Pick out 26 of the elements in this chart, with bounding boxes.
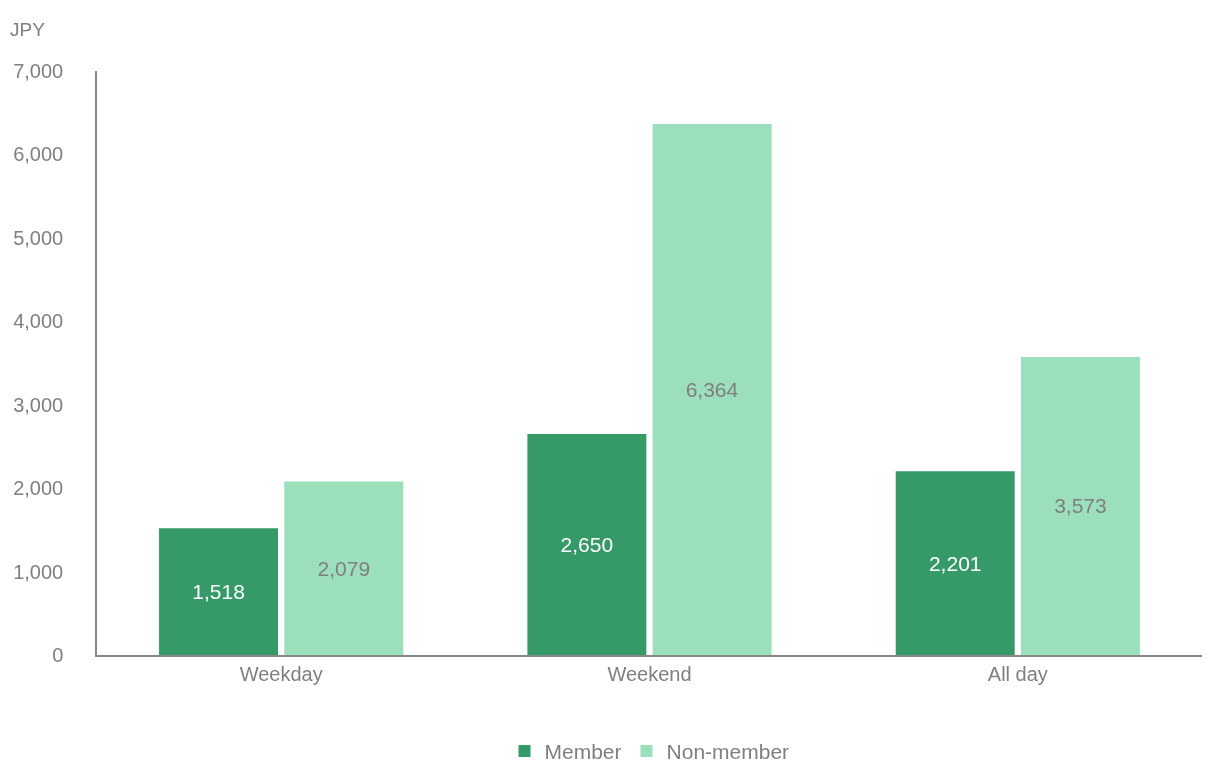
y-tick-label: 0	[52, 644, 64, 666]
bar	[895, 471, 1015, 655]
y-tick-label: 4,000	[13, 310, 64, 333]
y-tick-label: 7,000	[13, 60, 64, 82]
bar	[159, 528, 279, 655]
y-tick-label: 6,000	[13, 143, 64, 166]
data-label: 2,079	[317, 556, 371, 580]
y-axis-title: JPY	[10, 19, 46, 40]
x-tick-label: Weekend	[607, 662, 692, 685]
x-tick-label: Weekday	[239, 662, 323, 685]
data-label: 2,650	[560, 532, 614, 556]
y-tick-label: 1,000	[13, 560, 64, 583]
bar	[652, 124, 772, 655]
y-tick-label: 3,000	[13, 393, 64, 416]
bar	[284, 481, 404, 655]
data-label: 2,201	[928, 551, 982, 575]
legend-label: Non-member	[666, 740, 790, 764]
bar	[527, 433, 647, 655]
y-tick-label: 5,000	[13, 226, 64, 249]
y-tick-label: 2,000	[13, 477, 64, 500]
legend-label: Member	[544, 740, 622, 764]
data-label: 6,364	[685, 378, 739, 402]
x-tick-label: All day	[987, 662, 1048, 685]
data-label: 1,518	[192, 580, 245, 604]
data-label: 3,573	[1054, 494, 1107, 518]
bar	[1020, 356, 1140, 655]
